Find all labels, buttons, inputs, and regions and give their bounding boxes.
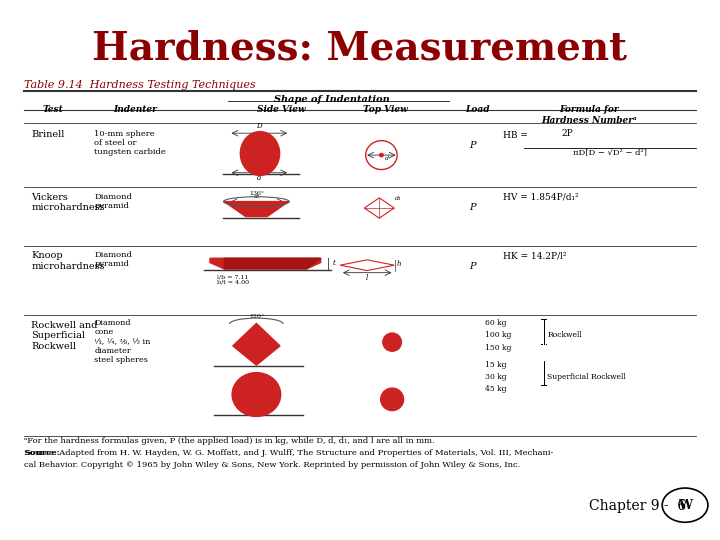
Text: 10-mm sphere
of steel or
tungsten carbide: 10-mm sphere of steel or tungsten carbid… (94, 130, 166, 157)
Ellipse shape (232, 373, 281, 416)
Text: Source:: Source: (24, 449, 60, 457)
Text: Knoop
microhardness: Knoop microhardness (32, 251, 105, 271)
Text: Diamond
pyramid: Diamond pyramid (94, 192, 132, 210)
Text: h: h (397, 260, 401, 268)
Text: 100 kg: 100 kg (485, 332, 511, 340)
Text: d: d (257, 174, 261, 182)
Text: 136°: 136° (249, 191, 264, 196)
Text: Side View: Side View (257, 105, 306, 114)
Text: Table 9.14  Hardness Testing Techniques: Table 9.14 Hardness Testing Techniques (24, 80, 256, 90)
Text: ᵃFor the hardness formulas given, P (the applied load) is in kg, while D, d, d₁,: ᵃFor the hardness formulas given, P (the… (24, 437, 435, 445)
Text: Superficial Rockwell: Superficial Rockwell (547, 373, 626, 381)
Text: Test: Test (42, 105, 63, 114)
Text: Chapter 9 -  6: Chapter 9 - 6 (589, 499, 685, 513)
Text: Diamond
pyramid: Diamond pyramid (94, 251, 132, 268)
Text: t: t (333, 259, 336, 267)
Ellipse shape (383, 333, 402, 351)
Text: D: D (256, 122, 262, 130)
Text: Source: Adapted from H. W. Hayden, W. G. Moffatt, and J. Wulff, The Structure an: Source: Adapted from H. W. Hayden, W. G.… (24, 449, 554, 457)
Text: d: d (385, 156, 389, 161)
Polygon shape (233, 323, 280, 365)
Text: Rockwell: Rockwell (547, 332, 582, 340)
Polygon shape (224, 201, 289, 217)
Text: Hardness: Measurement: Hardness: Measurement (92, 30, 628, 68)
Text: Brinell: Brinell (32, 130, 65, 139)
Text: HB =: HB = (503, 131, 528, 140)
Text: l/b = 7.11: l/b = 7.11 (217, 274, 248, 279)
Ellipse shape (381, 388, 404, 410)
Polygon shape (224, 258, 320, 269)
Ellipse shape (240, 132, 279, 176)
Text: l: l (366, 274, 368, 282)
Text: d₁: d₁ (395, 196, 402, 201)
Text: Rockwell and
Superficial
Rockwell: Rockwell and Superficial Rockwell (32, 321, 98, 350)
Text: W: W (678, 498, 692, 512)
Polygon shape (210, 258, 320, 269)
Text: 15 kg: 15 kg (485, 361, 507, 369)
Text: Formula for
Hardness Numberᵃ: Formula for Hardness Numberᵃ (541, 105, 636, 125)
Text: Shape of Indentation: Shape of Indentation (274, 94, 390, 104)
Text: HV = 1.854P/d₁²: HV = 1.854P/d₁² (503, 192, 578, 201)
Text: 60 kg: 60 kg (485, 319, 507, 327)
Text: 150 kg: 150 kg (485, 344, 511, 352)
Text: b/t = 4.00: b/t = 4.00 (217, 279, 249, 284)
Text: d₁: d₁ (254, 194, 261, 199)
Text: Indenter: Indenter (113, 105, 157, 114)
Text: 120°: 120° (249, 314, 264, 319)
Text: 2P: 2P (562, 129, 573, 138)
Text: Load: Load (466, 105, 490, 114)
Text: P: P (469, 203, 476, 212)
Text: 45 kg: 45 kg (485, 386, 507, 394)
Text: HK = 14.2P/l²: HK = 14.2P/l² (503, 251, 567, 260)
Text: P: P (469, 262, 476, 271)
Ellipse shape (379, 153, 383, 157)
Text: Top View: Top View (363, 105, 408, 114)
Text: cal Behavior. Copyright © 1965 by John Wiley & Sons, New York. Reprinted by perm: cal Behavior. Copyright © 1965 by John W… (24, 461, 521, 469)
Text: P: P (469, 140, 476, 150)
Text: 30 kg: 30 kg (485, 373, 507, 381)
Text: Diamond
cone
⅓, ¼, ⅜, ½ in
diameter
steel spheres: Diamond cone ⅓, ¼, ⅜, ½ in diameter stee… (94, 319, 150, 364)
Text: Vickers
microhardness: Vickers microhardness (32, 192, 105, 212)
Text: πD[D − √D² − d²]: πD[D − √D² − d²] (573, 149, 647, 157)
